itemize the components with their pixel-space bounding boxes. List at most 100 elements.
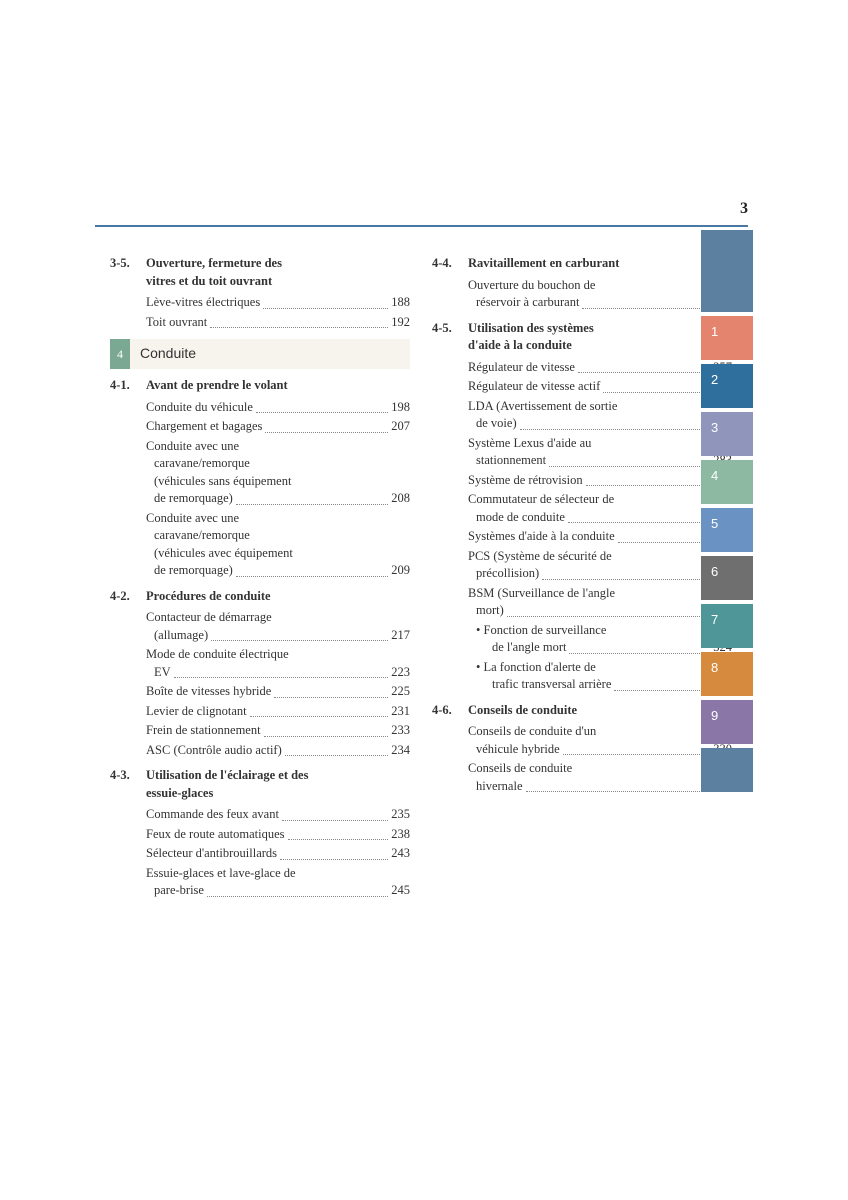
toc-entry: Boîte de vitesses hybride 225: [146, 683, 410, 701]
entry-line: (véhicules sans équipement: [146, 473, 410, 491]
entry-line: caravane/remorque: [146, 455, 410, 473]
entry-line: LDA (Avertissement de sortie: [468, 398, 732, 416]
toc-entry: Chargement et bagages 207: [146, 418, 410, 436]
toc-entry: Frein de stationnement233: [146, 722, 410, 740]
entry-line: Conduite avec une: [146, 438, 410, 456]
section-title: Ravitaillement en carburant: [468, 255, 732, 273]
toc-entry-sub: • Fonction de surveillance de l'angle mo…: [468, 622, 732, 657]
leader-dots: [207, 896, 388, 897]
side-tab-4: 4: [701, 460, 753, 504]
entry-text: Régulateur de vitesse actif: [468, 378, 600, 396]
chapter-number: 4: [110, 339, 130, 369]
entry-text: Conduite du véhicule: [146, 399, 253, 417]
page-ref: 192: [391, 314, 410, 332]
leader-dots: [236, 504, 388, 505]
toc-entry: Commande des feux avant235: [146, 806, 410, 824]
leader-dots: [507, 616, 710, 617]
page-ref: 198: [391, 399, 410, 417]
page-ref: 217: [391, 627, 410, 645]
title-line: Utilisation de l'éclairage et des: [146, 768, 308, 782]
page-ref: 223: [391, 664, 410, 682]
entry-line: hivernale: [476, 778, 523, 796]
top-rule: [95, 225, 748, 227]
side-tab-8: 8: [701, 652, 753, 696]
toc-entry-multi: Commutateur de sélecteur de mode de cond…: [468, 491, 732, 526]
leader-dots: [282, 820, 388, 821]
section-number: 4-6.: [432, 702, 466, 720]
section-4-3: 4-3. Utilisation de l'éclairage et des e…: [110, 767, 410, 900]
side-tab-2: 2: [701, 364, 753, 408]
leader-dots: [618, 542, 711, 543]
toc-entry-multi: BSM (Surveillance de l'angle mort)318: [468, 585, 732, 620]
toc-entry: Toit ouvrant 192: [146, 314, 410, 332]
entry-text: Chargement et bagages: [146, 418, 262, 436]
leader-dots: [586, 485, 711, 486]
entry-line: Conseils de conduite d'un: [468, 723, 732, 741]
entry-text: Lève-vitres électriques: [146, 294, 260, 312]
leader-dots: [288, 839, 389, 840]
title-line: Ouverture, fermeture des: [146, 256, 282, 270]
entry-text: Sélecteur d'antibrouillards: [146, 845, 277, 863]
toc-entry-multi: Ouverture du bouchon de réservoir à carb…: [468, 277, 732, 312]
entry-line: • Fonction de surveillance: [476, 622, 732, 640]
side-tabs: 1 2 3 4 5 6 7 8 9: [701, 230, 753, 792]
side-tab-7: 7: [701, 604, 753, 648]
entry-line: véhicule hybride: [476, 741, 560, 759]
section-number: 4-4.: [432, 255, 466, 273]
toc-entry: Systèmes d'aide à la conduite303: [468, 528, 732, 546]
entry-line: Contacteur de démarrage: [146, 609, 410, 627]
section-title: Avant de prendre le volant: [146, 377, 410, 395]
left-column: 3-5. Ouverture, fermeture des vitres et …: [110, 255, 410, 902]
page-ref: 207: [391, 418, 410, 436]
leader-dots: [236, 576, 388, 577]
entry-line: de remorquage): [154, 490, 233, 508]
page-number: 3: [740, 200, 748, 218]
section-number: 4-3.: [110, 767, 144, 785]
title-line: d'aide à la conduite: [468, 338, 572, 352]
leader-dots: [264, 736, 389, 737]
side-tab-last: [701, 748, 753, 792]
toc-entry-multi: Contacteur de démarrage (allumage)217: [146, 609, 410, 644]
leader-dots: [211, 640, 388, 641]
page-ref: 208: [391, 490, 410, 508]
toc-entry-multi: Mode de conduite électrique EV223: [146, 646, 410, 681]
section-title: Utilisation de l'éclairage et des essuie…: [146, 767, 410, 802]
entry-line: stationnement: [476, 452, 546, 470]
section-number: 4-1.: [110, 377, 144, 395]
entry-line: pare-brise: [154, 882, 204, 900]
entry-line: Conduite avec une: [146, 510, 410, 528]
section-4-6: 4-6. Conseils de conduite Conseils de co…: [432, 702, 732, 796]
entry-text: Toit ouvrant: [146, 314, 207, 332]
section-number: 3-5.: [110, 255, 144, 273]
toc-entry-multi: Essuie-glaces et lave-glace de pare-bris…: [146, 865, 410, 900]
side-tab-3: 3: [701, 412, 753, 456]
leader-dots: [210, 327, 388, 328]
leader-dots: [250, 716, 389, 717]
entry-text: Système de rétrovision: [468, 472, 583, 490]
page-ref: 245: [391, 882, 410, 900]
section-4-1: 4-1. Avant de prendre le volant Conduite…: [110, 377, 410, 580]
toc-entry: ASC (Contrôle audio actif)234: [146, 742, 410, 760]
entry-line: mort): [476, 602, 504, 620]
leader-dots: [285, 755, 389, 756]
leader-dots: [263, 308, 388, 309]
title-line: vitres et du toit ouvrant: [146, 274, 272, 288]
entry-text: Boîte de vitesses hybride: [146, 683, 271, 701]
toc-entry-multi: LDA (Avertissement de sortie de voie)277: [468, 398, 732, 433]
leader-dots: [549, 466, 710, 467]
entry-text: Systèmes d'aide à la conduite: [468, 528, 615, 546]
toc-entry-multi: Conseils de conduite hivernale332: [468, 760, 732, 795]
entry-line: BSM (Surveillance de l'angle: [468, 585, 732, 603]
entry-line: Essuie-glaces et lave-glace de: [146, 865, 410, 883]
entry-line: (véhicules avec équipement: [146, 545, 410, 563]
toc-entry-multi: PCS (Système de sécurité de précollision…: [468, 548, 732, 583]
chapter-title: Conduite: [130, 339, 196, 369]
page-ref: 225: [391, 683, 410, 701]
entry-line: PCS (Système de sécurité de: [468, 548, 732, 566]
entry-line: trafic transversal arrière: [492, 676, 611, 694]
toc-entry-multi: Système Lexus d'aide au stationnement283: [468, 435, 732, 470]
section-4-2: 4-2. Procédures de conduite Contacteur d…: [110, 588, 410, 760]
toc-content: 3-5. Ouverture, fermeture des vitres et …: [110, 255, 750, 902]
leader-dots: [582, 308, 710, 309]
side-tab-5: 5: [701, 508, 753, 552]
